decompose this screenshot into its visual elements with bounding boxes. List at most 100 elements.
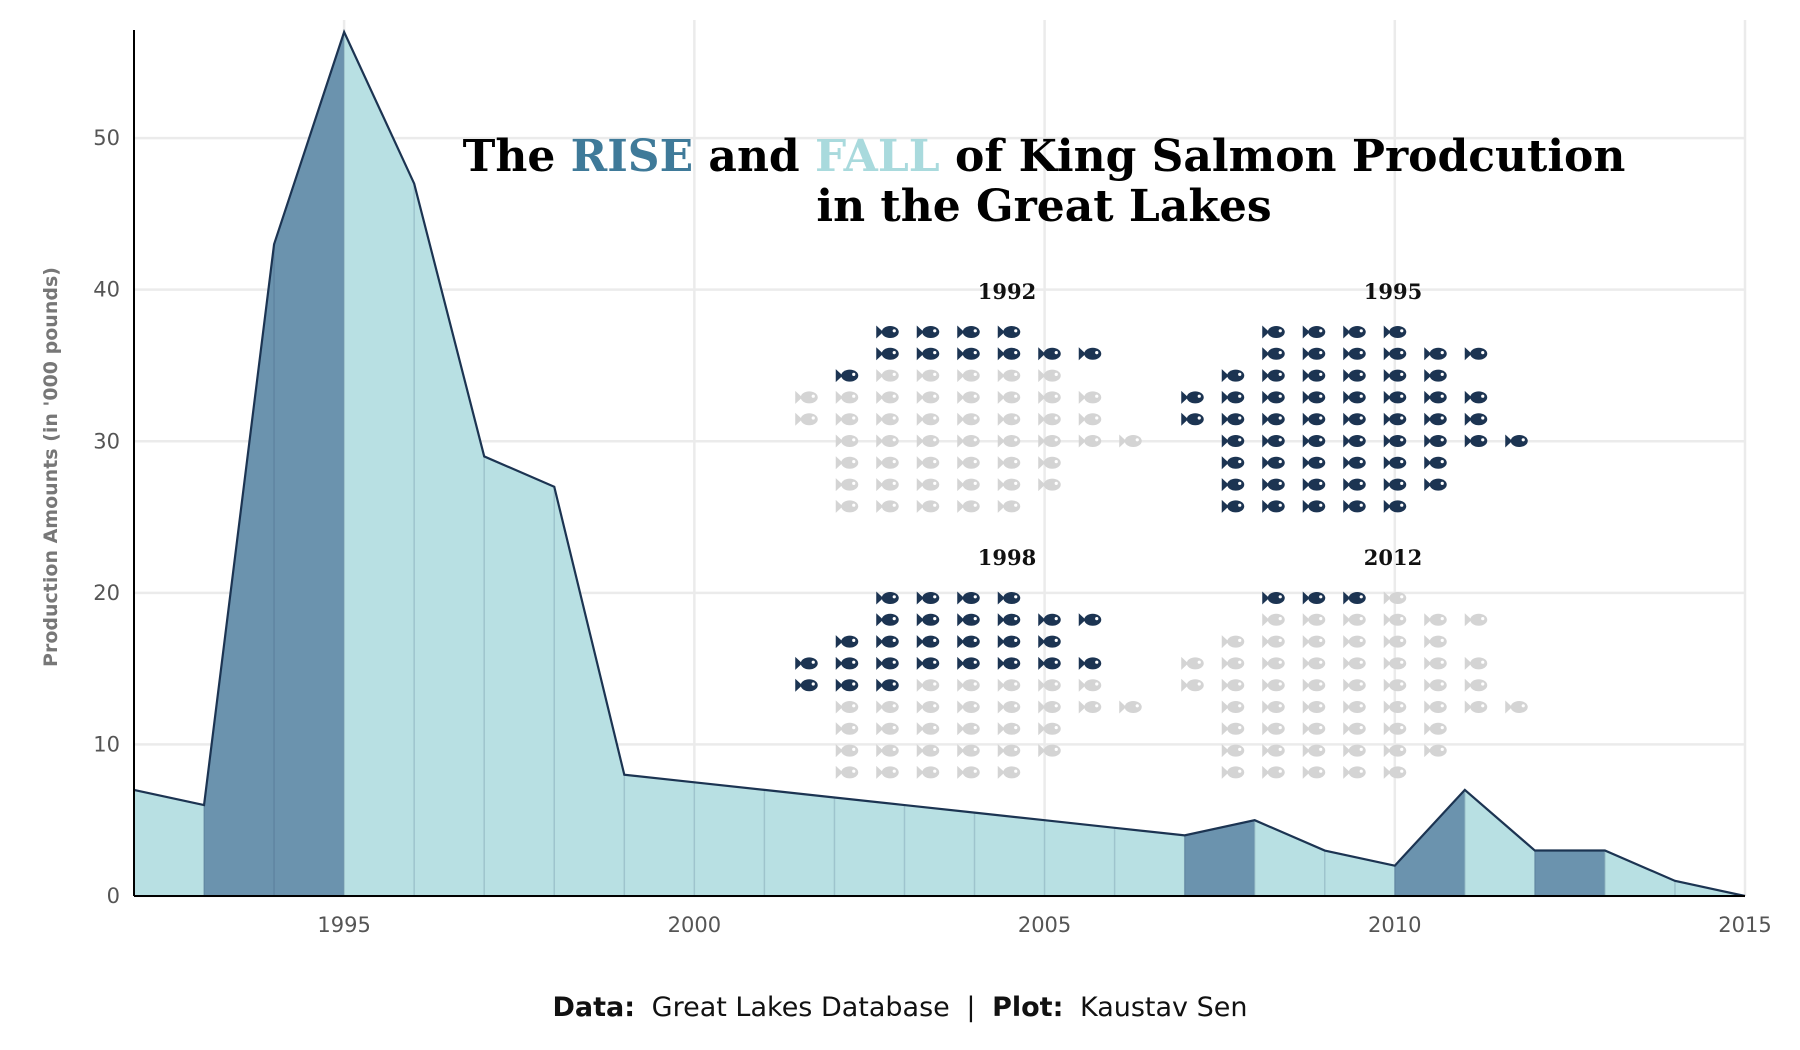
fish-body (881, 766, 899, 779)
fish-body (1267, 613, 1285, 626)
fish-body (1084, 657, 1102, 670)
fish-body (1043, 657, 1061, 670)
fish-icon (1038, 744, 1061, 758)
fish-tail (835, 635, 843, 649)
fish-eye (852, 747, 856, 751)
fish-tail (1262, 347, 1270, 361)
fish-body (841, 435, 859, 447)
fish-icon (1464, 390, 1488, 404)
fish-icon (1383, 347, 1407, 361)
fish-eye (1014, 460, 1018, 464)
fish-body (1429, 722, 1447, 735)
fish-body (1348, 500, 1366, 513)
fish-tail (1221, 434, 1229, 448)
fish-tail (1302, 700, 1310, 714)
fish-eye (1400, 638, 1404, 642)
fish-eye (933, 329, 937, 333)
fish-tail (997, 678, 1005, 692)
fish-icon (1383, 635, 1407, 649)
fish-body (1308, 456, 1326, 469)
fish-eye (892, 726, 896, 730)
fish-tail (957, 456, 965, 470)
fish-icon (1262, 765, 1285, 779)
fish-eye (1319, 503, 1323, 507)
fish-tail (957, 700, 965, 714)
fish-body (922, 413, 940, 426)
fish-tail (1343, 744, 1351, 758)
fish-icon (1424, 613, 1447, 627)
fish-body (1348, 413, 1366, 426)
fish-eye (1319, 747, 1323, 751)
fish-icon (1505, 700, 1528, 714)
fish-body (1043, 413, 1061, 426)
fish-eye (892, 503, 896, 507)
fish-eye (1319, 617, 1323, 621)
fish-icon (916, 456, 940, 470)
fish-body (1227, 766, 1245, 779)
fish-icon (916, 678, 940, 692)
fish-body (922, 478, 940, 491)
fish-eye (1014, 394, 1018, 398)
fish-body (1429, 369, 1447, 382)
fish-body (1429, 347, 1447, 360)
fish-body (1227, 369, 1245, 382)
fish-body (1003, 435, 1021, 447)
fish-body (1186, 413, 1204, 426)
fish-body (1043, 456, 1061, 469)
fish-body (1389, 744, 1407, 757)
fish-tail (916, 635, 924, 649)
fish-tail (1302, 456, 1310, 470)
fish-icon (957, 369, 980, 383)
fish-icon (1424, 456, 1447, 470)
fish-body (1227, 456, 1245, 469)
fish-panel-year-label: 1992 (978, 279, 1036, 304)
fish-icon (1383, 722, 1407, 736)
fish-tail (957, 499, 965, 513)
fish-eye (892, 682, 896, 686)
fish-body (1227, 478, 1245, 491)
fish-eye (852, 638, 856, 642)
fish-icon (1038, 412, 1061, 426)
fish-icon (1262, 499, 1285, 513)
y-tick-label: 0 (107, 884, 120, 908)
fish-icon (876, 325, 899, 339)
fish-eye (933, 460, 937, 464)
fish-body (1470, 413, 1488, 426)
fish-eye (1319, 416, 1323, 420)
fish-body (1124, 701, 1142, 713)
fish-panel-year-label: 1995 (1364, 279, 1422, 304)
fish-tail (1383, 765, 1391, 779)
fish-icon (876, 434, 899, 448)
fish-body (1429, 613, 1447, 626)
fish-eye (1278, 617, 1282, 621)
fish-tail (1302, 412, 1310, 426)
fish-icon (1221, 478, 1245, 492)
fish-tail (916, 765, 924, 779)
fish-body (1267, 592, 1285, 604)
fish-icon (1302, 369, 1326, 383)
area-segment (624, 774, 695, 897)
fish-icon (1038, 678, 1061, 692)
fish-body (1308, 326, 1326, 338)
fish-body (1084, 679, 1102, 692)
fish-tail (1383, 613, 1391, 627)
fish-eye (973, 726, 977, 730)
fish-tail (876, 412, 884, 426)
fish-tail (997, 591, 1005, 605)
fish-body (1389, 679, 1407, 692)
fish-body (922, 326, 940, 338)
fish-tail (1262, 722, 1270, 736)
fish-icon (1383, 656, 1407, 670)
fish-icon (876, 499, 899, 513)
fish-icon (835, 390, 859, 404)
fish-tail (1424, 722, 1432, 736)
fish-eye (1278, 481, 1282, 485)
fish-icon (1424, 434, 1447, 448)
fish-body (841, 722, 859, 735)
fish-body (1227, 701, 1245, 713)
fish-eye (852, 682, 856, 686)
fish-tail (876, 369, 884, 383)
fish-eye (1054, 682, 1058, 686)
fish-eye (973, 747, 977, 751)
